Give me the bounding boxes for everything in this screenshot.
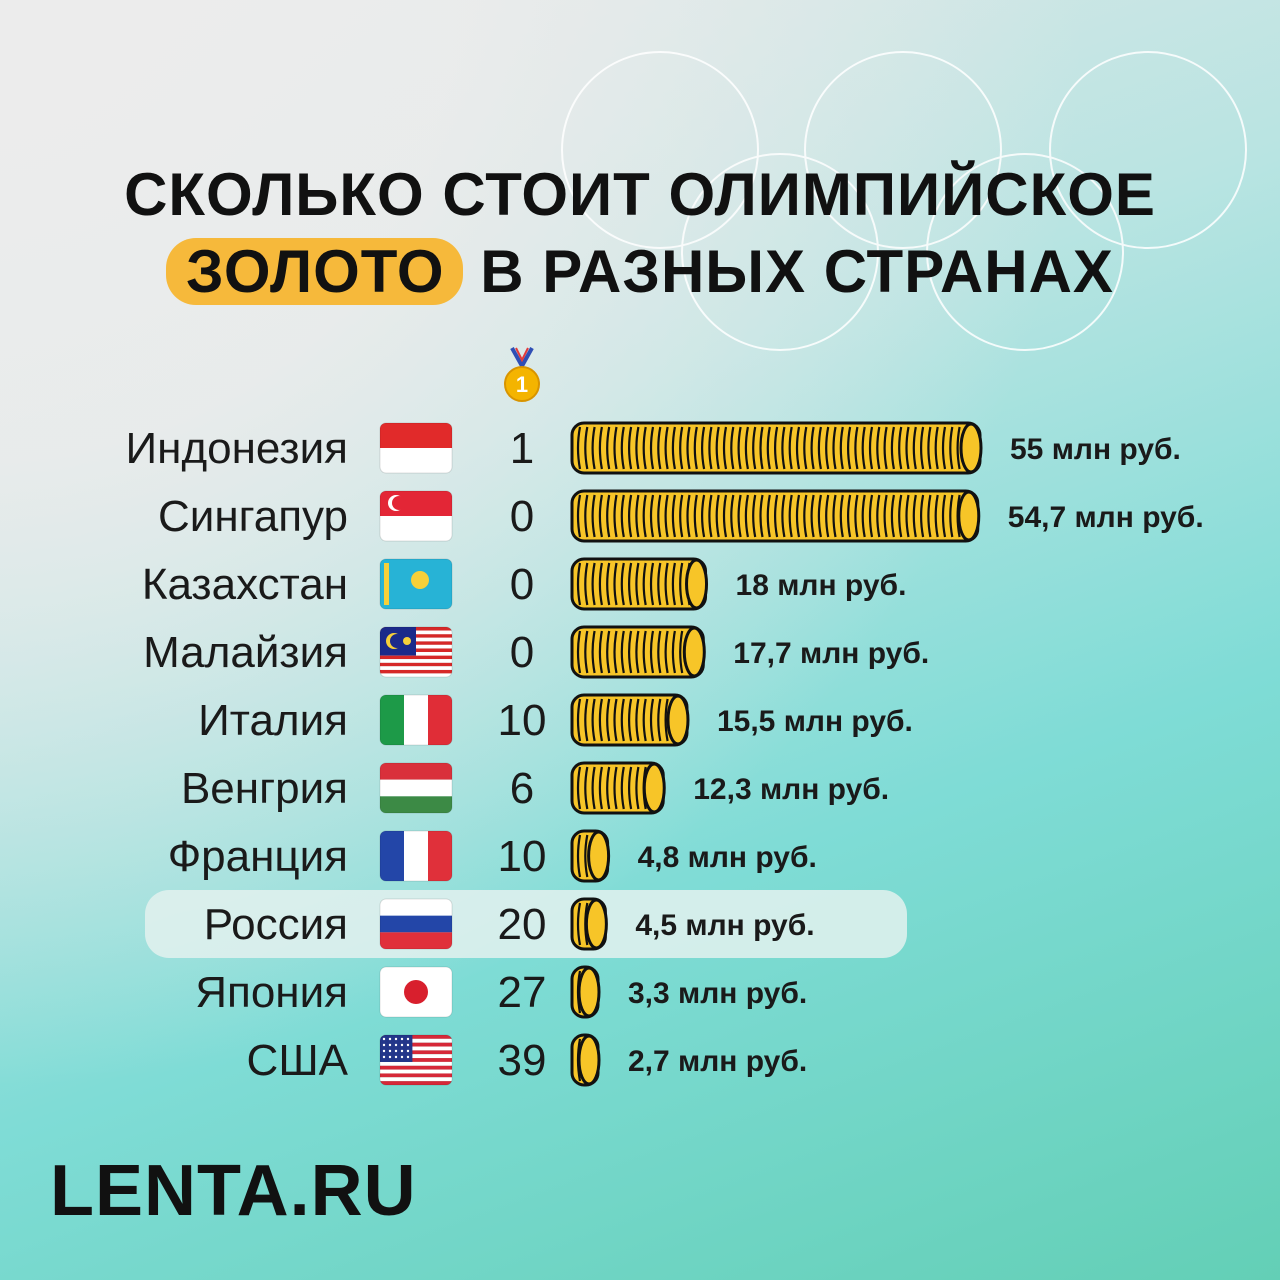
gold-medal-count: 0: [510, 560, 534, 609]
value-label: 17,7 млн руб.: [733, 637, 929, 670]
flag-italy: [379, 694, 453, 746]
lenta-logo: LENTA.RU: [50, 1151, 417, 1231]
gold-medal-count: 10: [498, 696, 547, 745]
coin-bar: [570, 421, 983, 475]
gold-medal-icon: 1: [504, 347, 540, 402]
chart-row: Венгрия 6 12,3 млн руб.: [181, 761, 889, 815]
chart-row: Италия 10 15,5 млн руб.: [198, 693, 913, 747]
title-line-2-rest: В РАЗНЫХ СТРАНАХ: [480, 238, 1114, 305]
coin-bar: [570, 489, 981, 543]
gold-medal-count: 27: [498, 968, 547, 1017]
country-label: Казахстан: [142, 560, 348, 609]
flag-france: [379, 830, 453, 882]
value-label: 55 млн руб.: [1010, 433, 1181, 466]
chart-row: Япония 27 3,3 млн руб.: [195, 965, 807, 1019]
chart-row: США 39 2,7 млн руб.: [247, 1033, 807, 1087]
value-label: 3,3 млн руб.: [628, 977, 807, 1010]
coin-bar: [570, 761, 666, 815]
value-label: 18 млн руб.: [736, 569, 907, 602]
coin-bar: [570, 965, 601, 1019]
flag-russia: [379, 898, 453, 950]
title-line-1: СКОЛЬКО СТОИТ ОЛИМПИЙСКОЕ: [124, 161, 1156, 228]
country-label: Япония: [195, 968, 348, 1017]
flag-malaysia: [379, 626, 453, 678]
coin-bar: [570, 693, 690, 747]
flag-kazakhstan: [379, 558, 453, 610]
gold-medal-count: 20: [498, 900, 547, 949]
highlight-row: [145, 890, 907, 958]
title-highlight: ЗОЛОТО: [166, 238, 463, 305]
coin-bar: [570, 829, 611, 883]
gold-medal-count: 0: [510, 628, 534, 677]
title-line-2: ЗОЛОТО В РАЗНЫХ СТРАНАХ: [0, 237, 1280, 306]
gold-medal-count: 10: [498, 832, 547, 881]
coin-bar: [570, 625, 706, 679]
value-label: 15,5 млн руб.: [717, 705, 913, 738]
flag-indonesia: [379, 422, 453, 474]
chart-row: Сингапур 0 54,7 млн руб.: [158, 489, 1204, 543]
country-label: Малайзия: [143, 628, 348, 677]
gold-medal-count: 1: [510, 424, 534, 473]
chart-row: Россия 20 4,5 млн руб.: [204, 897, 815, 951]
medal-header-label: 1: [516, 372, 528, 397]
country-label: Франция: [168, 832, 348, 881]
gold-medal-count: 39: [498, 1036, 547, 1085]
flag-hungary: [379, 762, 453, 814]
country-label: Индонезия: [126, 424, 348, 473]
flag-singapore: [379, 490, 453, 542]
chart-row: Франция 10 4,8 млн руб.: [168, 829, 817, 883]
gold-medal-count: 0: [510, 492, 534, 541]
value-label: 54,7 млн руб.: [1008, 501, 1204, 534]
coin-bar: [570, 557, 709, 611]
country-label: Венгрия: [181, 764, 348, 813]
gold-medal-count: 6: [510, 764, 534, 813]
chart-row: Казахстан 0 18 млн руб.: [142, 557, 907, 611]
coin-bar: [570, 897, 608, 951]
value-label: 2,7 млн руб.: [628, 1045, 807, 1078]
country-label: Россия: [204, 900, 348, 949]
country-label: Сингапур: [158, 492, 348, 541]
flag-usa: [379, 1034, 453, 1086]
value-label: 4,8 млн руб.: [638, 841, 817, 874]
chart-row: Малайзия 0 17,7 млн руб.: [143, 625, 929, 679]
country-label: США: [247, 1036, 349, 1085]
coin-bar: [570, 1033, 601, 1087]
flag-japan: [379, 966, 453, 1018]
value-label: 12,3 млн руб.: [693, 773, 889, 806]
chart-row: Индонезия 1 55 млн руб.: [126, 421, 1181, 475]
value-label: 4,5 млн руб.: [635, 909, 814, 942]
country-label: Италия: [198, 696, 348, 745]
